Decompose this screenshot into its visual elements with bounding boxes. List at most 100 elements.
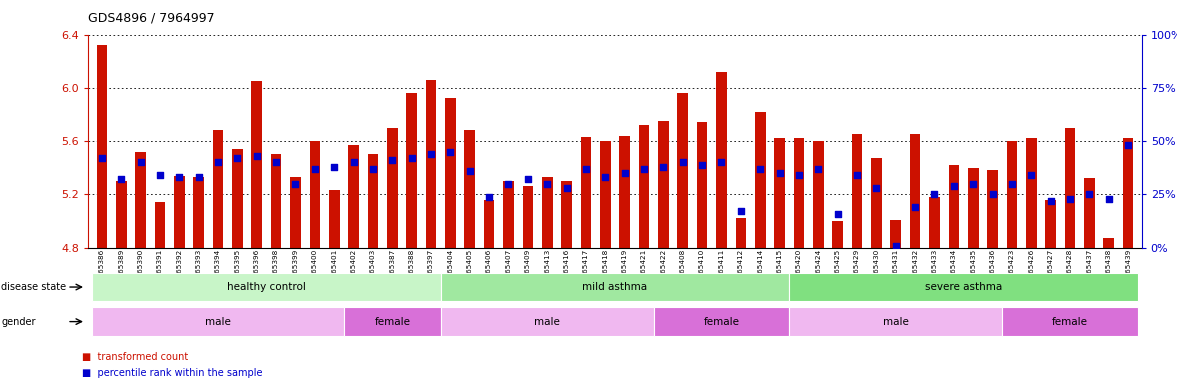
Point <box>654 164 673 170</box>
Point <box>673 159 692 166</box>
Bar <box>97 45 107 248</box>
Text: GDS4896 / 7964997: GDS4896 / 7964997 <box>88 12 215 25</box>
Bar <box>503 181 514 248</box>
Bar <box>445 98 455 248</box>
Point <box>344 159 363 166</box>
Bar <box>291 177 301 248</box>
Point <box>286 180 305 187</box>
Point <box>906 204 925 210</box>
Bar <box>406 93 417 248</box>
Point <box>364 166 383 172</box>
Bar <box>1026 139 1037 248</box>
Point <box>1060 195 1079 202</box>
Text: male: male <box>883 316 909 327</box>
Point <box>1003 180 1022 187</box>
Point <box>441 149 460 155</box>
Point <box>1099 195 1118 202</box>
Bar <box>639 125 650 248</box>
Text: mild asthma: mild asthma <box>583 282 647 292</box>
Text: male: male <box>205 316 231 327</box>
Text: male: male <box>534 316 560 327</box>
Text: disease state: disease state <box>1 282 66 292</box>
Point <box>731 209 750 215</box>
Point <box>151 172 169 178</box>
Point <box>228 155 247 161</box>
Bar <box>988 170 998 248</box>
Bar <box>232 149 242 248</box>
Bar <box>580 137 591 248</box>
Point <box>247 153 266 159</box>
Point <box>1042 198 1060 204</box>
Point <box>460 168 479 174</box>
Text: female: female <box>1052 316 1088 327</box>
Bar <box>619 136 630 248</box>
Point <box>693 162 712 168</box>
Point <box>596 174 614 180</box>
Point <box>944 183 963 189</box>
Point <box>131 159 149 166</box>
Bar <box>736 218 746 248</box>
Point <box>847 172 866 178</box>
Bar <box>871 159 882 248</box>
Text: female: female <box>374 316 411 327</box>
Bar <box>367 154 378 248</box>
Point <box>983 191 1002 197</box>
Point <box>925 191 944 197</box>
Bar <box>891 220 902 248</box>
Bar <box>541 177 552 248</box>
Bar <box>600 141 611 248</box>
Point <box>1022 172 1040 178</box>
Point <box>964 180 983 187</box>
Point <box>1118 142 1137 149</box>
Bar <box>426 80 437 248</box>
Bar <box>910 134 920 248</box>
Point <box>480 194 499 200</box>
Bar <box>1084 179 1095 248</box>
Bar <box>1065 128 1076 248</box>
Point <box>305 166 324 172</box>
Bar <box>1006 141 1017 248</box>
Text: ■  percentile rank within the sample: ■ percentile rank within the sample <box>82 368 262 378</box>
Point <box>383 157 401 163</box>
Bar <box>213 131 224 248</box>
Bar <box>929 197 939 248</box>
Bar <box>658 121 669 248</box>
Bar <box>115 181 126 248</box>
Text: female: female <box>704 316 739 327</box>
Bar <box>1123 139 1133 248</box>
Bar <box>716 72 727 248</box>
Bar <box>135 152 146 248</box>
Bar <box>271 154 281 248</box>
Bar <box>774 139 785 248</box>
Point <box>325 164 344 170</box>
Bar <box>328 190 339 248</box>
Point <box>751 166 770 172</box>
Bar <box>967 168 978 248</box>
Text: ■  transformed count: ■ transformed count <box>82 352 188 362</box>
Bar <box>949 165 959 248</box>
Point <box>1080 191 1099 197</box>
Point <box>403 155 421 161</box>
Point <box>616 170 634 176</box>
Bar <box>174 176 185 248</box>
Bar <box>484 200 494 248</box>
Bar <box>465 131 476 248</box>
Point <box>421 151 440 157</box>
Point <box>867 185 886 191</box>
Bar <box>154 202 165 248</box>
Bar <box>348 145 359 248</box>
Point <box>538 180 557 187</box>
Bar <box>561 181 572 248</box>
Text: severe asthma: severe asthma <box>925 282 1002 292</box>
Bar <box>1104 238 1115 248</box>
Point <box>169 174 188 180</box>
Point <box>809 166 827 172</box>
Bar <box>310 141 320 248</box>
Bar <box>754 112 765 248</box>
Bar <box>852 134 863 248</box>
Point <box>499 180 518 187</box>
Bar <box>387 128 398 248</box>
Point <box>886 242 905 248</box>
Point <box>790 172 809 178</box>
Point <box>634 166 653 172</box>
